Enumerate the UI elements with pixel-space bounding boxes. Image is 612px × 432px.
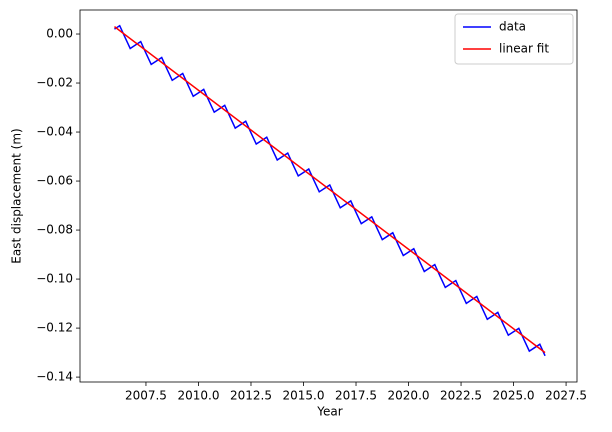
y-tick-label: −0.10 [36,272,73,286]
data-line [113,26,546,354]
x-tick-label: 2022.5 [440,389,482,403]
legend-label: data [499,20,526,34]
y-axis-label: East displacement (m) [10,128,24,263]
y-tick-label: −0.14 [36,370,73,384]
x-tick-label: 2007.5 [125,389,167,403]
x-tick-label: 2025.0 [493,389,535,403]
legend-label: linear fit [499,42,549,56]
x-tick-label: 2012.5 [230,389,272,403]
y-tick-label: −0.02 [36,76,73,90]
x-tick-label: 2010.0 [177,389,219,403]
y-tick-label: −0.08 [36,223,73,237]
y-tick-label: −0.04 [36,125,73,139]
x-tick-label: 2020.0 [388,389,430,403]
y-tick-label: −0.06 [36,174,73,188]
y-tick-label: 0.00 [46,27,73,41]
x-tick-label: 2027.5 [545,389,587,403]
x-tick-label: 2017.5 [335,389,377,403]
plot-frame [79,9,578,383]
x-axis-label: Year [316,405,342,419]
y-tick-label: −0.12 [36,321,73,335]
x-tick-label: 2015.0 [283,389,325,403]
